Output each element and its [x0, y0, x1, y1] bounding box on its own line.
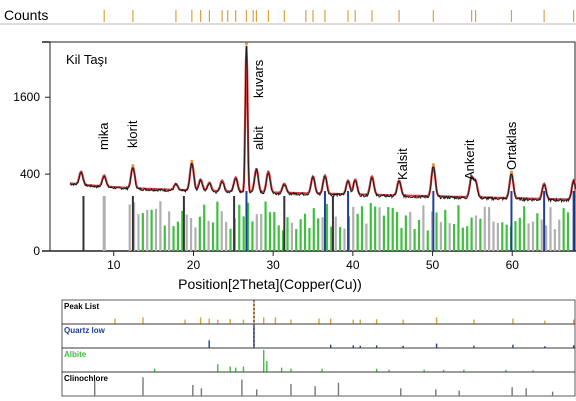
observed-pattern-line — [69, 45, 576, 204]
calculated-pattern-line — [69, 45, 576, 201]
reference-panel-label: Quartz low — [64, 326, 106, 335]
peak-marker — [509, 170, 514, 174]
peak-marker — [131, 164, 135, 168]
reference-panels: Peak List Quartz low Albite Clinochlore — [61, 299, 576, 397]
mineral-annotation: Ankerit — [462, 139, 477, 180]
y-tick-label: 400 — [20, 167, 40, 181]
x-axis-title: Position[2Theta](Copper(Cu)) — [178, 276, 362, 292]
x-tick-label: 60 — [506, 258, 520, 272]
reference-panel-label: Albite — [64, 350, 87, 359]
mineral-annotation: mika — [96, 122, 111, 150]
peak-marker — [431, 163, 435, 167]
y-tick-label: 1600 — [13, 90, 40, 104]
x-tick-label: 40 — [346, 258, 360, 272]
reference-panel-frame — [61, 323, 576, 349]
mineral-annotation: Ortaklas — [504, 121, 519, 170]
x-tick-label: 20 — [187, 258, 201, 272]
y-tick-label: 0 — [33, 244, 40, 258]
counts-label: Counts — [4, 7, 48, 23]
peak-marker — [244, 42, 249, 46]
mineral-annotation: kuvars — [251, 59, 266, 98]
reference-panel-frame — [61, 347, 576, 373]
chart-title: Kil Taşı — [66, 52, 108, 67]
chart-text: Counts Kil Taşı Position[2Theta](Copper(… — [4, 7, 362, 292]
mineral-annotation: albit — [251, 126, 266, 150]
peak-marker — [190, 159, 194, 163]
main-plot: 10 20 30 40 50 60 0 400 1600 mika klorit kuvars albi… — [13, 41, 576, 272]
x-tick-label: 50 — [426, 258, 440, 272]
mineral-annotation: klorit — [125, 120, 140, 148]
reference-panel-label: Clinochlore — [64, 374, 109, 383]
x-tick-label: 30 — [266, 258, 280, 272]
reference-panel-label: Peak List — [64, 302, 99, 311]
peak-strip — [0, 10, 576, 25]
reference-panel-frame — [61, 371, 576, 397]
mineral-annotation: Kalsit — [395, 148, 410, 180]
x-tick-label: 10 — [107, 258, 121, 272]
